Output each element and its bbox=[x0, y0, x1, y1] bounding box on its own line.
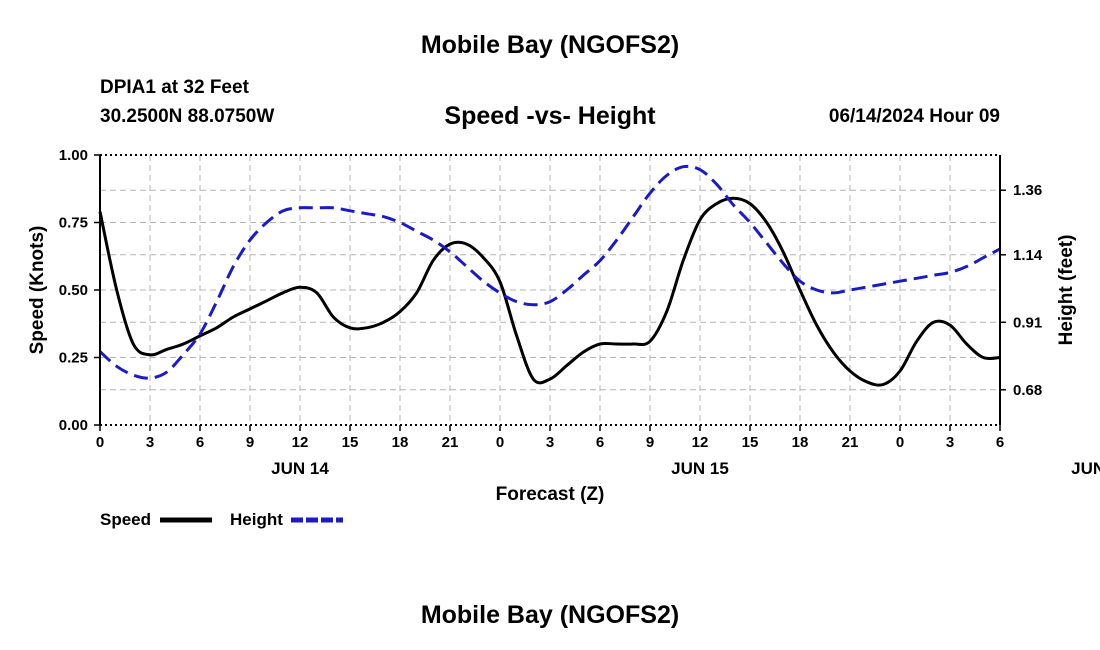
y-right-tick-label: 1.36 bbox=[1013, 182, 1042, 199]
y-right-axis-label: Height (feet) bbox=[1056, 235, 1077, 346]
x-tick-label: 3 bbox=[146, 434, 154, 451]
x-tick-label: 12 bbox=[292, 434, 309, 451]
y-left-axis-label: Speed (Knots) bbox=[27, 226, 48, 355]
x-axis-label: Forecast (Z) bbox=[496, 484, 605, 505]
x-tick-label: 15 bbox=[742, 434, 759, 451]
x-tick-label: 12 bbox=[692, 434, 709, 451]
height-series-line bbox=[98, 164, 1001, 380]
x-tick-label: 0 bbox=[96, 434, 104, 451]
chart-subtitle: Speed -vs- Height bbox=[444, 102, 656, 130]
legend: Speed Height bbox=[100, 510, 343, 529]
y-left-tick-label: 0.75 bbox=[59, 215, 88, 232]
speed-series-line bbox=[98, 196, 1001, 387]
y-left-tick-label: 1.00 bbox=[59, 147, 88, 164]
y-right-tick-label: 0.68 bbox=[1013, 382, 1042, 399]
x-tick-label: 9 bbox=[246, 434, 254, 451]
day-label: JUN 15 bbox=[671, 459, 729, 478]
footer-title: Mobile Bay (NGOFS2) bbox=[420, 601, 680, 629]
y-right-tick-label: 1.14 bbox=[1013, 247, 1043, 264]
day-label: JUN 14 bbox=[271, 459, 329, 478]
y-right-tick-label: 0.91 bbox=[1013, 314, 1042, 331]
chart-title: Mobile Bay (NGOFS2) bbox=[420, 31, 680, 59]
series-layer bbox=[98, 164, 1001, 387]
x-tick-label: 21 bbox=[442, 434, 459, 451]
grid bbox=[100, 155, 1000, 425]
y-left-tick-label: 0.25 bbox=[59, 350, 88, 367]
forecast-datetime: 06/14/2024 Hour 09 bbox=[828, 106, 1000, 127]
x-tick-label: 9 bbox=[646, 434, 654, 451]
x-tick-label: 6 bbox=[996, 434, 1004, 451]
station-name: DPIA1 at 32 Feet bbox=[100, 77, 249, 98]
legend-speed-label: Speed bbox=[100, 510, 151, 529]
tick-layer: 0 3 6 9 12 15 18 21 0 3 6 9 12 15 18 21 0 3 6 JUN 14 JUN 15 J… bbox=[27, 147, 1100, 505]
x-tick-label: 0 bbox=[496, 434, 504, 451]
y-left-tick-label: 0.00 bbox=[59, 417, 88, 434]
x-tick-label: 18 bbox=[792, 434, 809, 451]
x-tick-label: 21 bbox=[842, 434, 859, 451]
x-tick-label: 18 bbox=[392, 434, 409, 451]
x-tick-label: 6 bbox=[196, 434, 204, 451]
legend-height-label: Height bbox=[230, 510, 283, 529]
x-tick-label: 15 bbox=[342, 434, 359, 451]
x-tick-label: 0 bbox=[896, 434, 904, 451]
x-tick-label: 3 bbox=[946, 434, 954, 451]
x-tick-label: 3 bbox=[546, 434, 554, 451]
x-tick-label: 6 bbox=[596, 434, 604, 451]
day-label: JUN 16 bbox=[1071, 459, 1100, 478]
y-left-tick-label: 0.50 bbox=[59, 282, 88, 299]
station-coords: 30.2500N 88.0750W bbox=[100, 106, 275, 127]
